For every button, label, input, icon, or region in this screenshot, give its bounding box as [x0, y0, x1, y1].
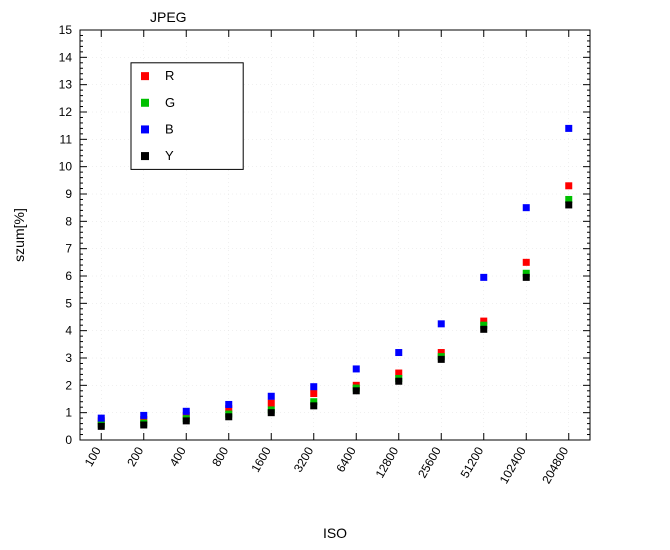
marker	[565, 201, 572, 208]
y-tick-label: 10	[59, 160, 73, 174]
marker	[140, 412, 147, 419]
marker	[310, 390, 317, 397]
x-axis-label: ISO	[323, 525, 347, 541]
y-tick-label: 2	[65, 378, 72, 392]
y-tick-label: 0	[65, 433, 72, 447]
marker	[310, 402, 317, 409]
legend-label: G	[165, 95, 175, 110]
y-tick-label: 1	[65, 406, 72, 420]
marker	[480, 326, 487, 333]
marker	[395, 349, 402, 356]
marker	[98, 423, 105, 430]
marker	[565, 182, 572, 189]
legend-marker	[141, 99, 149, 107]
legend-label: Y	[165, 148, 174, 163]
y-tick-label: 3	[65, 351, 72, 365]
y-tick-label: 4	[65, 324, 72, 338]
marker	[395, 378, 402, 385]
legend-marker	[141, 125, 149, 133]
marker	[310, 383, 317, 390]
y-tick-label: 13	[59, 78, 73, 92]
legend-label: R	[165, 68, 174, 83]
marker	[523, 259, 530, 266]
marker	[268, 400, 275, 407]
y-tick-label: 8	[65, 214, 72, 228]
marker	[268, 393, 275, 400]
marker	[438, 320, 445, 327]
marker	[353, 387, 360, 394]
y-tick-label: 7	[65, 242, 72, 256]
marker	[225, 401, 232, 408]
marker	[480, 274, 487, 281]
y-tick-label: 9	[65, 187, 72, 201]
marker	[353, 365, 360, 372]
legend: RGBY	[131, 63, 243, 170]
noise-chart: 0123456789101112131415100200400800160032…	[0, 0, 670, 550]
marker	[565, 125, 572, 132]
legend-label: B	[165, 121, 174, 136]
y-tick-label: 12	[59, 105, 73, 119]
marker	[523, 274, 530, 281]
marker	[183, 417, 190, 424]
y-tick-label: 11	[60, 132, 73, 146]
y-tick-label: 5	[65, 296, 72, 310]
marker	[438, 356, 445, 363]
y-tick-label: 15	[59, 23, 73, 37]
marker	[523, 204, 530, 211]
y-axis-label: szum[%]	[11, 208, 27, 262]
marker	[98, 415, 105, 422]
marker	[140, 421, 147, 428]
y-tick-label: 6	[65, 269, 72, 283]
legend-marker	[141, 152, 149, 160]
marker	[268, 409, 275, 416]
marker	[183, 408, 190, 415]
y-tick-label: 14	[59, 50, 73, 64]
chart-container: 0123456789101112131415100200400800160032…	[0, 0, 670, 550]
legend-marker	[141, 72, 149, 80]
marker	[225, 413, 232, 420]
chart-title: JPEG	[150, 9, 187, 25]
